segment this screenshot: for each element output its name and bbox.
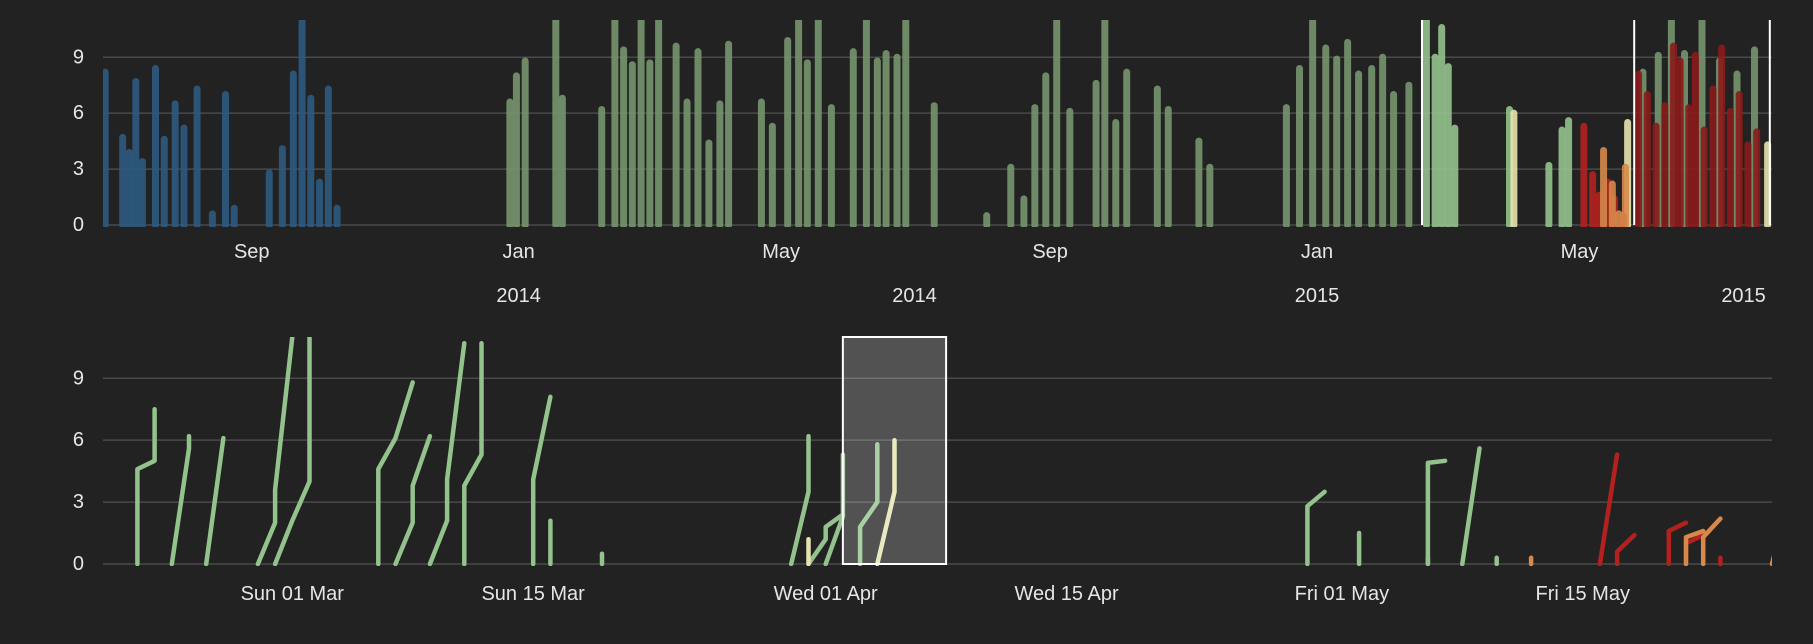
day-path — [1614, 532, 1637, 566]
x-tick-label: Sun 01 Mar — [241, 583, 345, 605]
day-path — [1666, 520, 1689, 566]
day-path — [1700, 516, 1723, 566]
day-path — [462, 340, 484, 566]
day-path — [427, 340, 467, 566]
x-tick-label: Sun 15 Mar — [481, 583, 585, 605]
day-path — [857, 442, 880, 566]
series-5 — [1635, 42, 1761, 227]
y-tick-label: 6 — [73, 102, 84, 124]
series-1 — [806, 437, 897, 566]
y-tick-label: 9 — [73, 46, 84, 68]
day-path — [1425, 458, 1448, 566]
x-tick-label: Sep — [1032, 241, 1068, 263]
day-path — [1683, 532, 1706, 566]
detail-chart: 0 3 6 9 Sun 01 Mar Sun 15 Mar Wed 01 Apr Wed 15… — [73, 336, 1772, 605]
year-label: 2015 — [1295, 285, 1340, 307]
day-path — [169, 433, 192, 566]
day-path — [823, 452, 846, 566]
series-1 — [506, 20, 1759, 227]
day-path — [203, 435, 226, 566]
series-2 — [1422, 20, 1573, 227]
x-tick-label: Sep — [234, 241, 270, 263]
plot-area — [103, 20, 1772, 227]
day-path — [1597, 452, 1620, 566]
x-tick-label: May — [762, 241, 800, 263]
series-0 — [135, 337, 1499, 566]
x-tick-label: May — [1561, 241, 1599, 263]
x-tick-label: Wed 15 Apr — [1014, 583, 1118, 605]
plot-area — [135, 337, 1772, 566]
day-path — [393, 433, 433, 566]
x-tick-label: Jan — [502, 241, 534, 263]
series-6 — [1600, 146, 1629, 227]
x-tick-label: Jan — [1301, 241, 1333, 263]
day-path — [530, 394, 553, 566]
day-path — [1460, 446, 1482, 566]
day-path — [376, 380, 415, 566]
day-path — [1305, 489, 1327, 566]
y-tick-label: 3 — [73, 491, 84, 513]
day-path — [788, 433, 811, 566]
series-0 — [103, 20, 341, 227]
y-tick-label: 3 — [73, 158, 84, 180]
day-path — [875, 437, 897, 566]
day-path — [1769, 554, 1772, 566]
x-tick-label: Wed 01 Apr — [774, 583, 878, 605]
year-label: 2014 — [892, 285, 937, 307]
year-label: 2014 — [496, 285, 541, 307]
y-tick-label: 0 — [73, 214, 84, 236]
day-path — [1683, 528, 1706, 566]
series-3 — [1528, 516, 1772, 566]
x-tick-label: Fri 01 May — [1295, 583, 1389, 605]
y-tick-label: 9 — [73, 367, 84, 389]
x-tick-label: Fri 15 May — [1535, 583, 1629, 605]
overview-chart: 0 3 6 9 Sep Jan May Sep Jan May 2014 2014 2015 2015 — [73, 20, 1772, 307]
day-path — [806, 512, 846, 566]
brush-selection[interactable] — [841, 336, 948, 565]
day-path — [255, 337, 295, 566]
year-label: 2015 — [1721, 285, 1766, 307]
y-tick-label: 6 — [73, 429, 84, 451]
day-path — [135, 406, 157, 566]
day-path — [272, 337, 312, 566]
y-tick-label: 0 — [73, 553, 84, 575]
